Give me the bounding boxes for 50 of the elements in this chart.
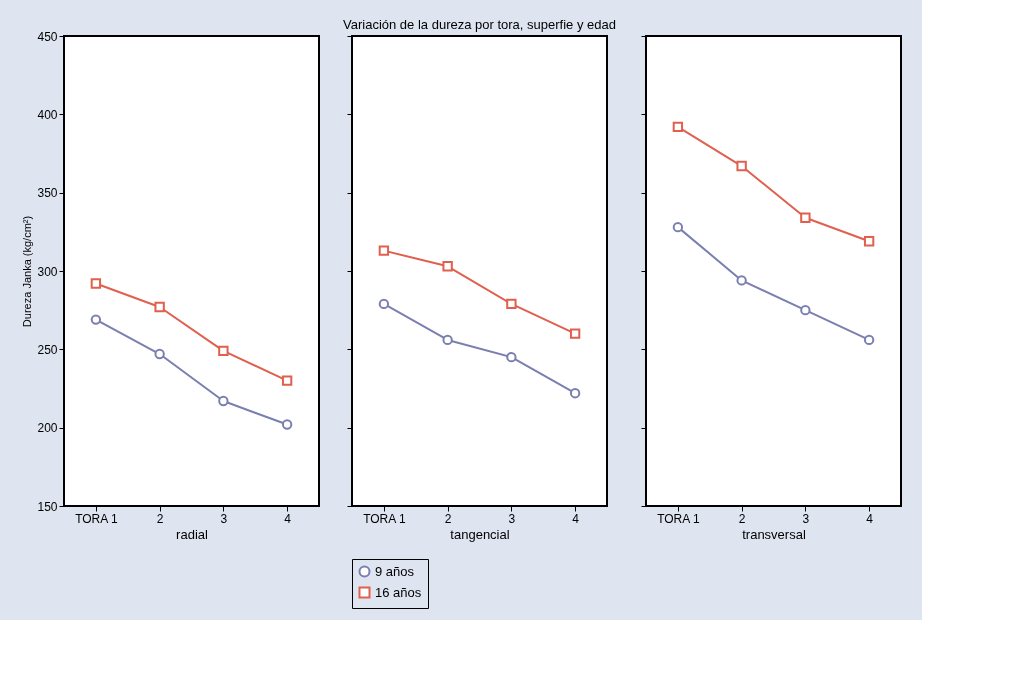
point	[378, 245, 390, 256]
point	[736, 275, 747, 286]
point	[90, 278, 102, 289]
point	[672, 221, 684, 233]
x-axis-title: transversal	[742, 526, 806, 542]
x-tick-label: 3	[508, 511, 516, 526]
point	[281, 375, 293, 386]
y-tick-label: 400	[37, 107, 58, 122]
point	[218, 345, 229, 357]
x-tick-label: 4	[284, 511, 292, 526]
y-tick-label: 450	[37, 29, 58, 44]
x-tick-label: 2	[738, 511, 746, 526]
point	[672, 121, 684, 133]
point	[218, 395, 229, 407]
x-tick-label: 3	[802, 511, 810, 526]
point	[154, 301, 165, 313]
y-axis-title: Dureza Janka (kg/cm²)	[21, 215, 34, 328]
y-tick-label: 250	[37, 342, 58, 357]
point	[569, 328, 581, 339]
y-tick-label: 350	[37, 186, 58, 201]
point	[442, 261, 453, 272]
y-tick-label: 300	[37, 264, 58, 279]
point	[281, 419, 293, 430]
x-tick-label: 4	[866, 511, 874, 526]
x-tick-label: TORA 1	[657, 511, 700, 526]
point	[800, 304, 811, 316]
x-tick-label: TORA 1	[75, 511, 118, 526]
point	[863, 236, 875, 247]
legend-label: 16 años	[375, 584, 422, 600]
point	[90, 314, 102, 325]
point	[442, 334, 453, 346]
point	[800, 212, 811, 223]
x-tick-label: 2	[156, 511, 164, 526]
y-tick-label: 150	[37, 499, 58, 514]
x-tick-label: TORA 1	[363, 511, 406, 526]
x-axis-title: radial	[176, 526, 209, 542]
chart-title: Variación de la dureza por tora, superfie y edad	[343, 16, 616, 32]
point	[569, 388, 581, 399]
point	[154, 348, 165, 360]
x-tick-label: 4	[572, 511, 580, 526]
x-axis-title: tangencial	[450, 526, 510, 542]
y-tick-label: 200	[37, 421, 58, 436]
point	[506, 351, 517, 363]
point	[736, 160, 747, 172]
point	[506, 298, 517, 310]
x-tick-label: 3	[220, 511, 228, 526]
point	[378, 298, 390, 310]
point	[863, 334, 875, 346]
x-tick-label: 2	[444, 511, 452, 526]
legend-label: 9 años	[375, 563, 415, 579]
